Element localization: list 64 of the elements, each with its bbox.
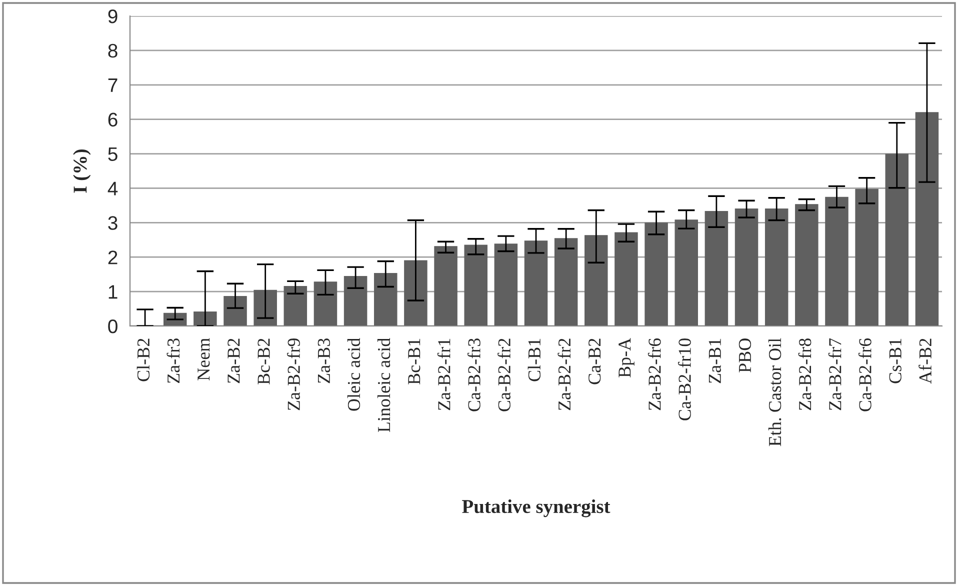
y-tick-label: 9	[108, 9, 118, 24]
y-tick-label: 2	[108, 250, 118, 264]
x-tick-label: Cs-B1	[889, 338, 902, 384]
x-tick-label: Ca-B2	[588, 338, 601, 384]
x-tick-label: Af-B2	[918, 338, 932, 384]
x-tick-label: Za-B3	[318, 338, 330, 384]
x-tick-label: Ca-B2-fr6	[858, 338, 872, 412]
x-tick-label: Za-fr3	[166, 338, 180, 384]
bar	[404, 260, 428, 326]
x-tick-label: Cl-B1	[528, 338, 541, 382]
x-tick-label: Ca-B2-fr10	[678, 338, 691, 420]
x-tick-label: Za-B2-fr6	[648, 338, 661, 410]
bar	[704, 210, 728, 326]
bar	[795, 204, 818, 326]
y-tick-label: 7	[108, 78, 118, 92]
y-tick-label: 8	[108, 44, 118, 58]
x-tick-label: Za-B2-fr8	[798, 338, 812, 410]
bar	[254, 290, 277, 326]
bar	[764, 208, 788, 326]
bar	[284, 286, 308, 326]
bar	[494, 244, 518, 326]
bar	[825, 196, 848, 326]
bar	[374, 272, 398, 326]
bar	[314, 282, 338, 326]
bar	[644, 222, 668, 326]
x-tick-label: Bp-A	[618, 338, 634, 378]
x-tick-label: Linoleic acid	[377, 338, 390, 432]
bar	[224, 296, 247, 326]
x-tick-label: Bc-B2	[258, 338, 270, 384]
bar	[554, 238, 578, 326]
y-axis-title: I (%)	[73, 149, 91, 193]
x-tick-label: Za-B2	[228, 338, 240, 384]
x-tick-label: Eth. Castor Oil	[768, 338, 782, 446]
y-tick-label: 6	[108, 112, 118, 127]
bar	[584, 235, 608, 326]
bar	[614, 232, 638, 326]
bar	[194, 312, 217, 326]
bar	[734, 208, 758, 326]
x-tick-label: Za-B2-fr2	[558, 338, 571, 410]
x-tick-label: Ca-B2-fr3	[467, 338, 480, 412]
x-tick-label: Oleic acid	[347, 338, 360, 411]
x-tick-label: Za-B2-fr1	[437, 338, 450, 410]
bar	[915, 112, 939, 326]
x-tick-label: PBO	[738, 338, 752, 372]
bar	[464, 244, 488, 326]
x-tick-label: Neem	[198, 338, 210, 380]
x-tick-label: Ca-B2-fr2	[498, 338, 510, 412]
x-tick-label: Za-B1	[708, 338, 721, 384]
x-tick-label: Za-B2-fr7	[828, 338, 842, 410]
x-tick-label: Bc-B1	[408, 338, 420, 384]
x-axis-title: Putative synergist	[462, 499, 610, 518]
x-tick-label: Cl-B2	[136, 338, 150, 382]
y-tick-label: 0	[108, 319, 118, 334]
bar	[855, 188, 878, 326]
y-tick-label: 1	[108, 285, 118, 299]
bar	[434, 246, 458, 326]
y-tick-label: 4	[108, 182, 118, 196]
x-tick-label: Za-B2-fr9	[287, 338, 300, 410]
bar	[344, 276, 368, 326]
bar	[674, 220, 698, 326]
bar	[524, 240, 548, 326]
y-tick-label: 3	[108, 216, 118, 230]
y-tick-label: 5	[108, 147, 118, 162]
bar	[885, 154, 909, 326]
